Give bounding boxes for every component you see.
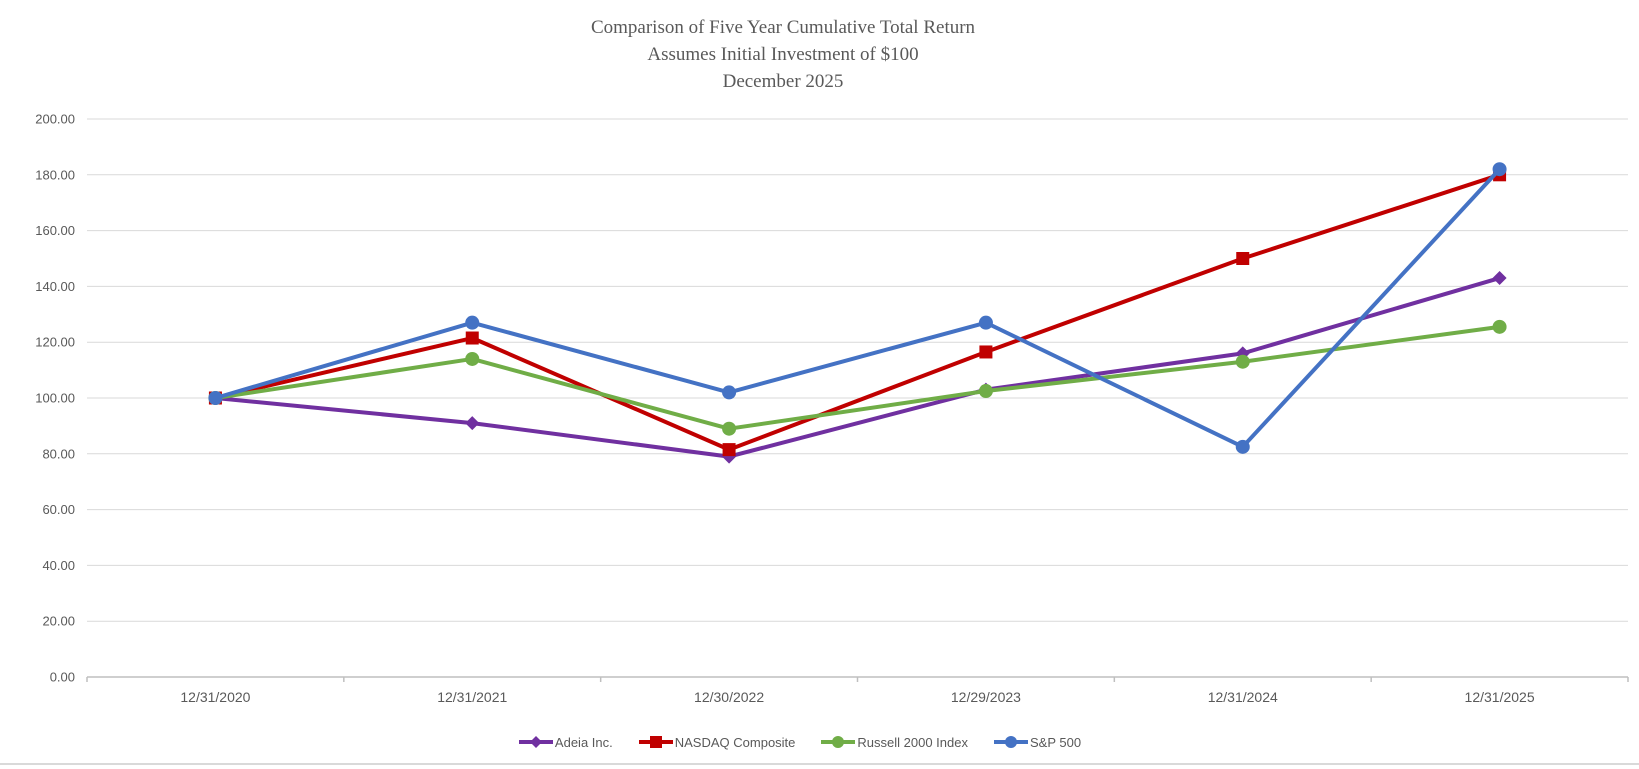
- series-marker: [978, 384, 993, 399]
- series-line: [213, 172, 1502, 452]
- bottom-divider: [0, 763, 1639, 765]
- y-axis-tick-label: 180.00: [35, 167, 75, 182]
- chart-title-line-3: December 2025: [722, 71, 844, 92]
- legend-label: Russell 2000 Index: [857, 734, 968, 750]
- series-marker: [1235, 439, 1250, 454]
- y-axis-tick-label: 120.00: [35, 335, 75, 350]
- series-marker: [1492, 271, 1507, 286]
- legend-marker-icon: [638, 736, 673, 748]
- series-marker: [465, 416, 480, 431]
- series-marker: [465, 351, 480, 366]
- x-axis-tick-label: 12/31/2020: [180, 689, 250, 705]
- series-line: [213, 324, 1502, 431]
- chart-title-line-2: Assumes Initial Investment of $100: [647, 44, 919, 65]
- series-marker: [208, 391, 223, 405]
- y-axis-tick-label: 140.00: [35, 279, 75, 294]
- legend-item: S&P 500: [993, 734, 1082, 750]
- x-axis-tick-label: 12/31/2025: [1465, 689, 1535, 705]
- legend-label: NASDAQ Composite: [674, 734, 796, 750]
- series-marker: [978, 315, 993, 330]
- legend-label: S&P 500: [1029, 734, 1082, 750]
- legend-item: NASDAQ Composite: [638, 734, 796, 750]
- x-axis-tick-label: 12/31/2024: [1208, 689, 1278, 705]
- series-marker: [1235, 354, 1250, 369]
- series-marker: [465, 331, 479, 345]
- legend-item: Russell 2000 Index: [821, 734, 968, 750]
- series-marker: [722, 421, 737, 436]
- legend-marker-icon: [821, 736, 856, 748]
- y-axis-tick-label: 40.00: [42, 558, 75, 573]
- legend-marker-icon: [518, 736, 553, 748]
- legend-label: Adeia Inc.: [554, 734, 613, 750]
- series-marker: [465, 315, 480, 330]
- series-marker: [722, 385, 737, 400]
- chart-title-line-1: Comparison of Five Year Cumulative Total…: [590, 17, 976, 38]
- series-marker: [722, 443, 736, 457]
- legend-item: Adeia Inc.: [518, 734, 613, 750]
- series-marker: [1492, 319, 1507, 334]
- y-axis-tick-label: 0.00: [50, 670, 75, 685]
- series-marker: [1236, 252, 1250, 265]
- y-axis-tick-label: 60.00: [42, 502, 75, 517]
- y-axis-tick-label: 80.00: [42, 446, 75, 461]
- x-axis-tick-label: 12/30/2022: [694, 689, 764, 705]
- y-axis-tick-label: 200.00: [35, 112, 75, 127]
- y-axis-tick-label: 20.00: [42, 614, 75, 629]
- y-axis-tick-label: 100.00: [35, 391, 75, 406]
- series-marker: [1492, 162, 1507, 177]
- series-line: [213, 276, 1502, 459]
- chart-title: Comparison of Five Year Cumulative Total…: [0, 14, 1566, 95]
- series-line: [213, 167, 1502, 449]
- x-axis-tick-label: 12/29/2023: [951, 689, 1021, 705]
- series-marker: [979, 345, 993, 359]
- y-axis-tick-label: 160.00: [35, 223, 75, 238]
- chart-legend: Adeia Inc. NASDAQ Composite Russell 2000 I…: [0, 734, 1600, 750]
- x-axis-tick-label: 12/31/2021: [437, 689, 507, 705]
- legend-marker-icon: [993, 736, 1028, 748]
